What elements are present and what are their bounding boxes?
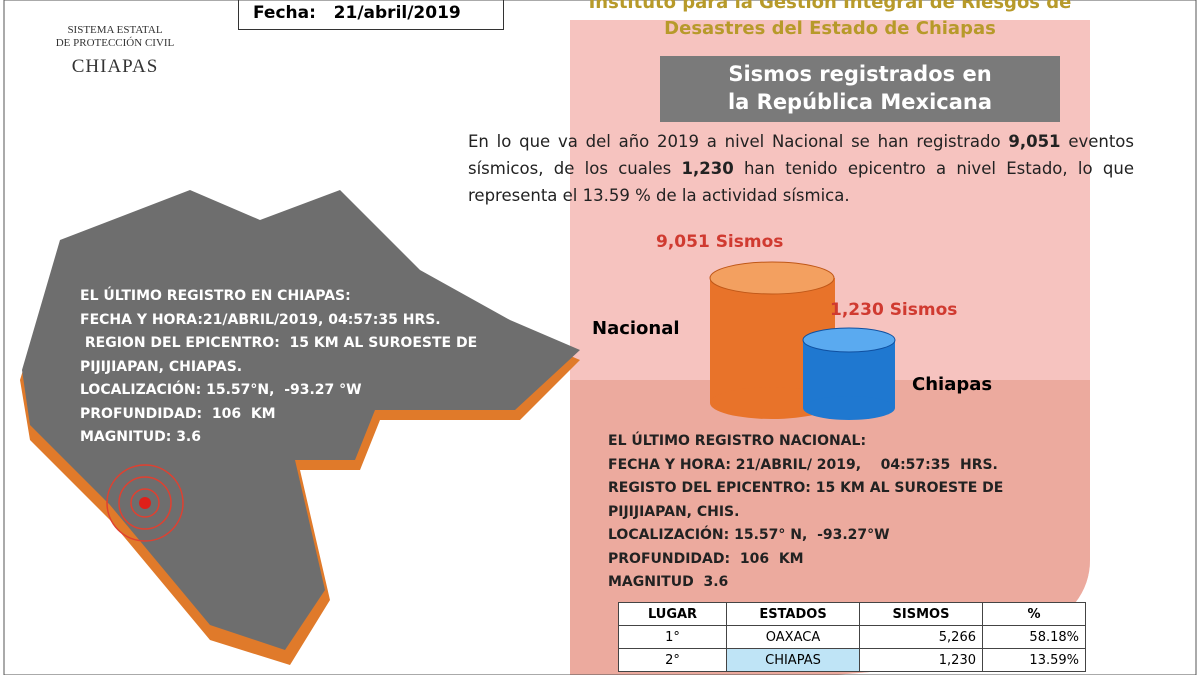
table-row: 2° CHIAPAS 1,230 13.59% [618, 648, 1086, 672]
record-line: PIJIJIAPAN, CHIS. [608, 503, 740, 520]
summary-text: eventos sísmicos, de los cuales [468, 132, 1135, 178]
logo: SISTEMA ESTATAL DE PROTECCIÓN CIVIL CHIA… [40, 24, 190, 77]
section-title-line: la República Mexicana [727, 90, 993, 114]
record-line: PROFUNDIDAD: 106 KM [80, 405, 276, 422]
ranking-table: LUGAR ESTADOS SISMOS% 1° OAXACA 5,266 58.18% 2°… [618, 602, 1086, 672]
column-header: LUGAR [618, 602, 727, 626]
institute-line: Desastres del Estado de Chiapas [664, 18, 996, 39]
record-line: FECHA Y HORA:21/ABRIL/2019, 04:57:35 HRS… [80, 311, 441, 328]
date-value: 21/abril/2019 [333, 3, 461, 23]
summary-text: 1,230 [681, 159, 734, 178]
logo-line: SISTEMA ESTATAL [67, 24, 163, 36]
table-cell: 58.18% [982, 625, 1086, 649]
date-label: Fecha: [253, 3, 316, 23]
record-line: EL ÚLTIMO REGISTRO EN CHIAPAS: [80, 288, 351, 304]
summary-text: En lo que va del año 2019 a nivel Nacion… [468, 132, 1009, 151]
record-line: LOCALIZACIÓN: 15.57°N, -93.27 °W [80, 382, 362, 398]
logo-line: CHIAPAS [71, 56, 159, 77]
summary-text: han tenido epicentro a nivel Estado, lo … [468, 159, 1134, 205]
column-header: ESTADOS [726, 602, 860, 626]
table-cell: 2° [618, 648, 727, 672]
state-label: Chiapas [912, 374, 993, 395]
institute-line: Instituto para la Gestión Integral de Ri… [588, 0, 1072, 13]
national-label: Nacional [592, 318, 680, 339]
chiapas-record: EL ÚLTIMO REGISTRO EN CHIAPAS: FECHA Y HO… [80, 285, 477, 450]
table-cell: 1° [618, 625, 727, 649]
section-title-line: Sismos registrados en [728, 62, 992, 86]
record-line: FECHA Y HORA: 21/ABRIL/ 2019, 04:57:35 H… [608, 456, 998, 473]
record-line: EL ÚLTIMO REGISTRO NACIONAL: [608, 433, 867, 449]
table-header: LUGAR ESTADOS SISMOS% [618, 602, 1086, 626]
national-record: EL ÚLTIMO REGISTRO NACIONAL: FECHA Y HORA… [608, 430, 1003, 595]
date-box: Fecha: 21/abril/2019 [238, 0, 504, 30]
table-row: 1° OAXACA 5,266 58.18% [618, 625, 1086, 649]
record-line: MAGNITUD 3.6 [608, 574, 729, 590]
national-count: 9,051 Sismos [656, 232, 784, 252]
column-header: % [982, 602, 1086, 626]
table-cell: 13.59% [982, 648, 1086, 672]
record-line: REGISTO DEL EPICENTRO: 15 KM AL SUROESTE… [608, 480, 1004, 496]
summary: En lo que va del año 2019 a nivel Nacion… [468, 128, 1134, 209]
section-title: Sismos registrados en la República Mexic… [660, 56, 1060, 122]
record-line: MAGNITUD: 3.6 [80, 429, 201, 445]
column-header: SISMOS [859, 602, 983, 626]
state-count: 1,230 Sismos [830, 300, 958, 320]
record-line: REGION DEL EPICENTRO: 15 KM AL SUROESTE … [80, 335, 478, 351]
record-line: PROFUNDIDAD: 106 KM [608, 550, 804, 567]
table-cell: 1,230 [859, 648, 983, 672]
logo-line: DE PROTECCIÓN CIVIL [55, 37, 175, 49]
table-cell: 5,266 [859, 625, 983, 649]
institute: Instituto para la Gestión Integral de Ri… [560, 0, 1100, 42]
summary-text: 9,051 [1008, 132, 1061, 151]
table-cell: OAXACA [726, 625, 860, 649]
table-cell: CHIAPAS [726, 648, 860, 672]
record-line: LOCALIZACIÓN: 15.57° N, -93.27°W [608, 527, 890, 543]
record-line: PIJIJIAPAN, CHIAPAS. [80, 358, 243, 375]
